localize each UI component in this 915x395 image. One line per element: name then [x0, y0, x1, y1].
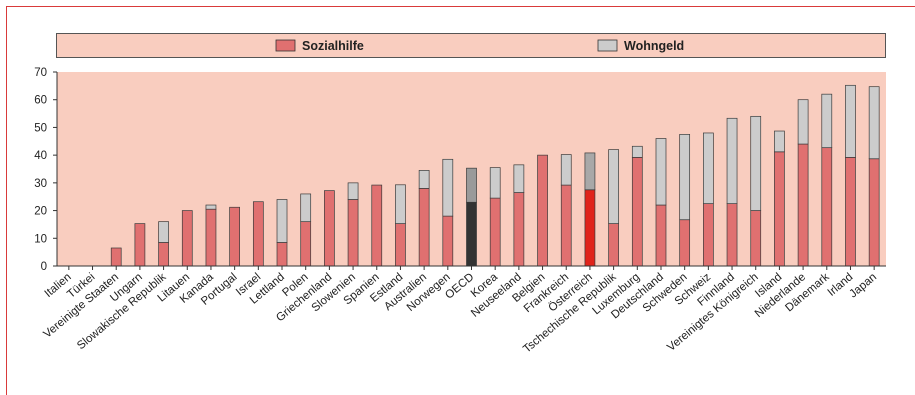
bar-sozialhilfe: [466, 201, 477, 267]
bar-wohngeld: [513, 164, 525, 193]
bar-sozialhilfe: [560, 184, 572, 267]
bar-sozialhilfe: [110, 247, 122, 267]
bar-sozialhilfe: [395, 223, 406, 267]
bar-sozialhilfe: [513, 192, 525, 267]
y-tick-label: 0: [41, 261, 47, 273]
bar-wohngeld: [442, 158, 454, 217]
bar-sozialhilfe: [703, 203, 714, 267]
bar-wohngeld: [347, 182, 359, 200]
bar-wohngeld: [205, 204, 217, 210]
y-tick-label: 40: [34, 150, 47, 162]
bar-sozialhilfe: [750, 210, 762, 267]
bar-sozialhilfe: [608, 223, 619, 267]
bar-sozialhilfe: [324, 190, 335, 267]
bar-sozialhilfe: [371, 184, 383, 267]
bar-wohngeld: [703, 132, 714, 204]
bar-wohngeld: [845, 84, 856, 158]
bar-sozialhilfe: [797, 143, 809, 267]
bar-sozialhilfe: [418, 188, 430, 267]
bar-sozialhilfe: [726, 203, 738, 267]
bar-wohngeld: [750, 115, 762, 211]
legend-label-wohngeld: Wohngeld: [624, 39, 684, 53]
bar-wohngeld: [868, 86, 880, 160]
bar-sozialhilfe: [679, 219, 691, 267]
y-tick-label: 30: [34, 178, 47, 190]
bar-sozialhilfe: [252, 201, 264, 267]
bar-wohngeld: [395, 184, 406, 224]
bar-sozialhilfe: [205, 208, 217, 267]
legend-swatch-wohngeld: [597, 39, 618, 52]
bar-wohngeld: [774, 130, 785, 153]
bar-wohngeld: [655, 138, 667, 206]
bar-sozialhilfe: [347, 199, 359, 267]
bar-wohngeld: [821, 93, 833, 149]
bar-sozialhilfe: [489, 197, 501, 267]
bar-sozialhilfe: [821, 147, 833, 267]
bar-wohngeld: [276, 199, 288, 243]
y-tick-label: 50: [34, 122, 47, 134]
bar-sozialhilfe: [584, 189, 596, 267]
bar-sozialhilfe: [181, 210, 193, 267]
bar-sozialhilfe: [845, 157, 856, 267]
bar-sozialhilfe: [300, 221, 312, 267]
bar-wohngeld: [158, 221, 169, 243]
bar-wohngeld: [631, 145, 643, 158]
bar-sozialhilfe: [774, 151, 785, 267]
bar-sozialhilfe: [655, 204, 667, 267]
legend-label-sozialhilfe: Sozialhilfe: [302, 39, 364, 53]
bar-wohngeld: [608, 149, 619, 224]
legend-box: [56, 33, 886, 58]
bar-wohngeld: [584, 152, 596, 191]
bar-sozialhilfe: [537, 154, 548, 267]
bar-wohngeld: [466, 167, 477, 203]
legend-swatch-sozialhilfe: [275, 39, 296, 52]
bar-sozialhilfe: [134, 223, 146, 267]
bar-wohngeld: [797, 99, 809, 145]
bar-wohngeld: [489, 167, 501, 199]
legend: Sozialhilfe Wohngeld: [275, 39, 684, 53]
bar-sozialhilfe: [158, 242, 169, 267]
y-tick-label: 70: [34, 67, 47, 79]
y-axis: 0 10 20 30 40 50 60 70: [34, 67, 58, 273]
y-tick-label: 20: [34, 206, 47, 218]
y-tick-label: 60: [34, 95, 47, 107]
bar-sozialhilfe: [631, 157, 643, 267]
bar-sozialhilfe: [442, 215, 454, 267]
y-tick-label: 10: [34, 233, 47, 245]
bar-wohngeld: [726, 117, 738, 204]
bar-wohngeld: [418, 170, 430, 189]
bar-sozialhilfe: [229, 206, 240, 267]
bar-sozialhilfe: [868, 158, 880, 267]
bar-wohngeld: [300, 193, 312, 223]
bar-wohngeld: [679, 134, 691, 221]
bar-wohngeld: [560, 154, 572, 186]
bar-sozialhilfe: [276, 242, 288, 267]
